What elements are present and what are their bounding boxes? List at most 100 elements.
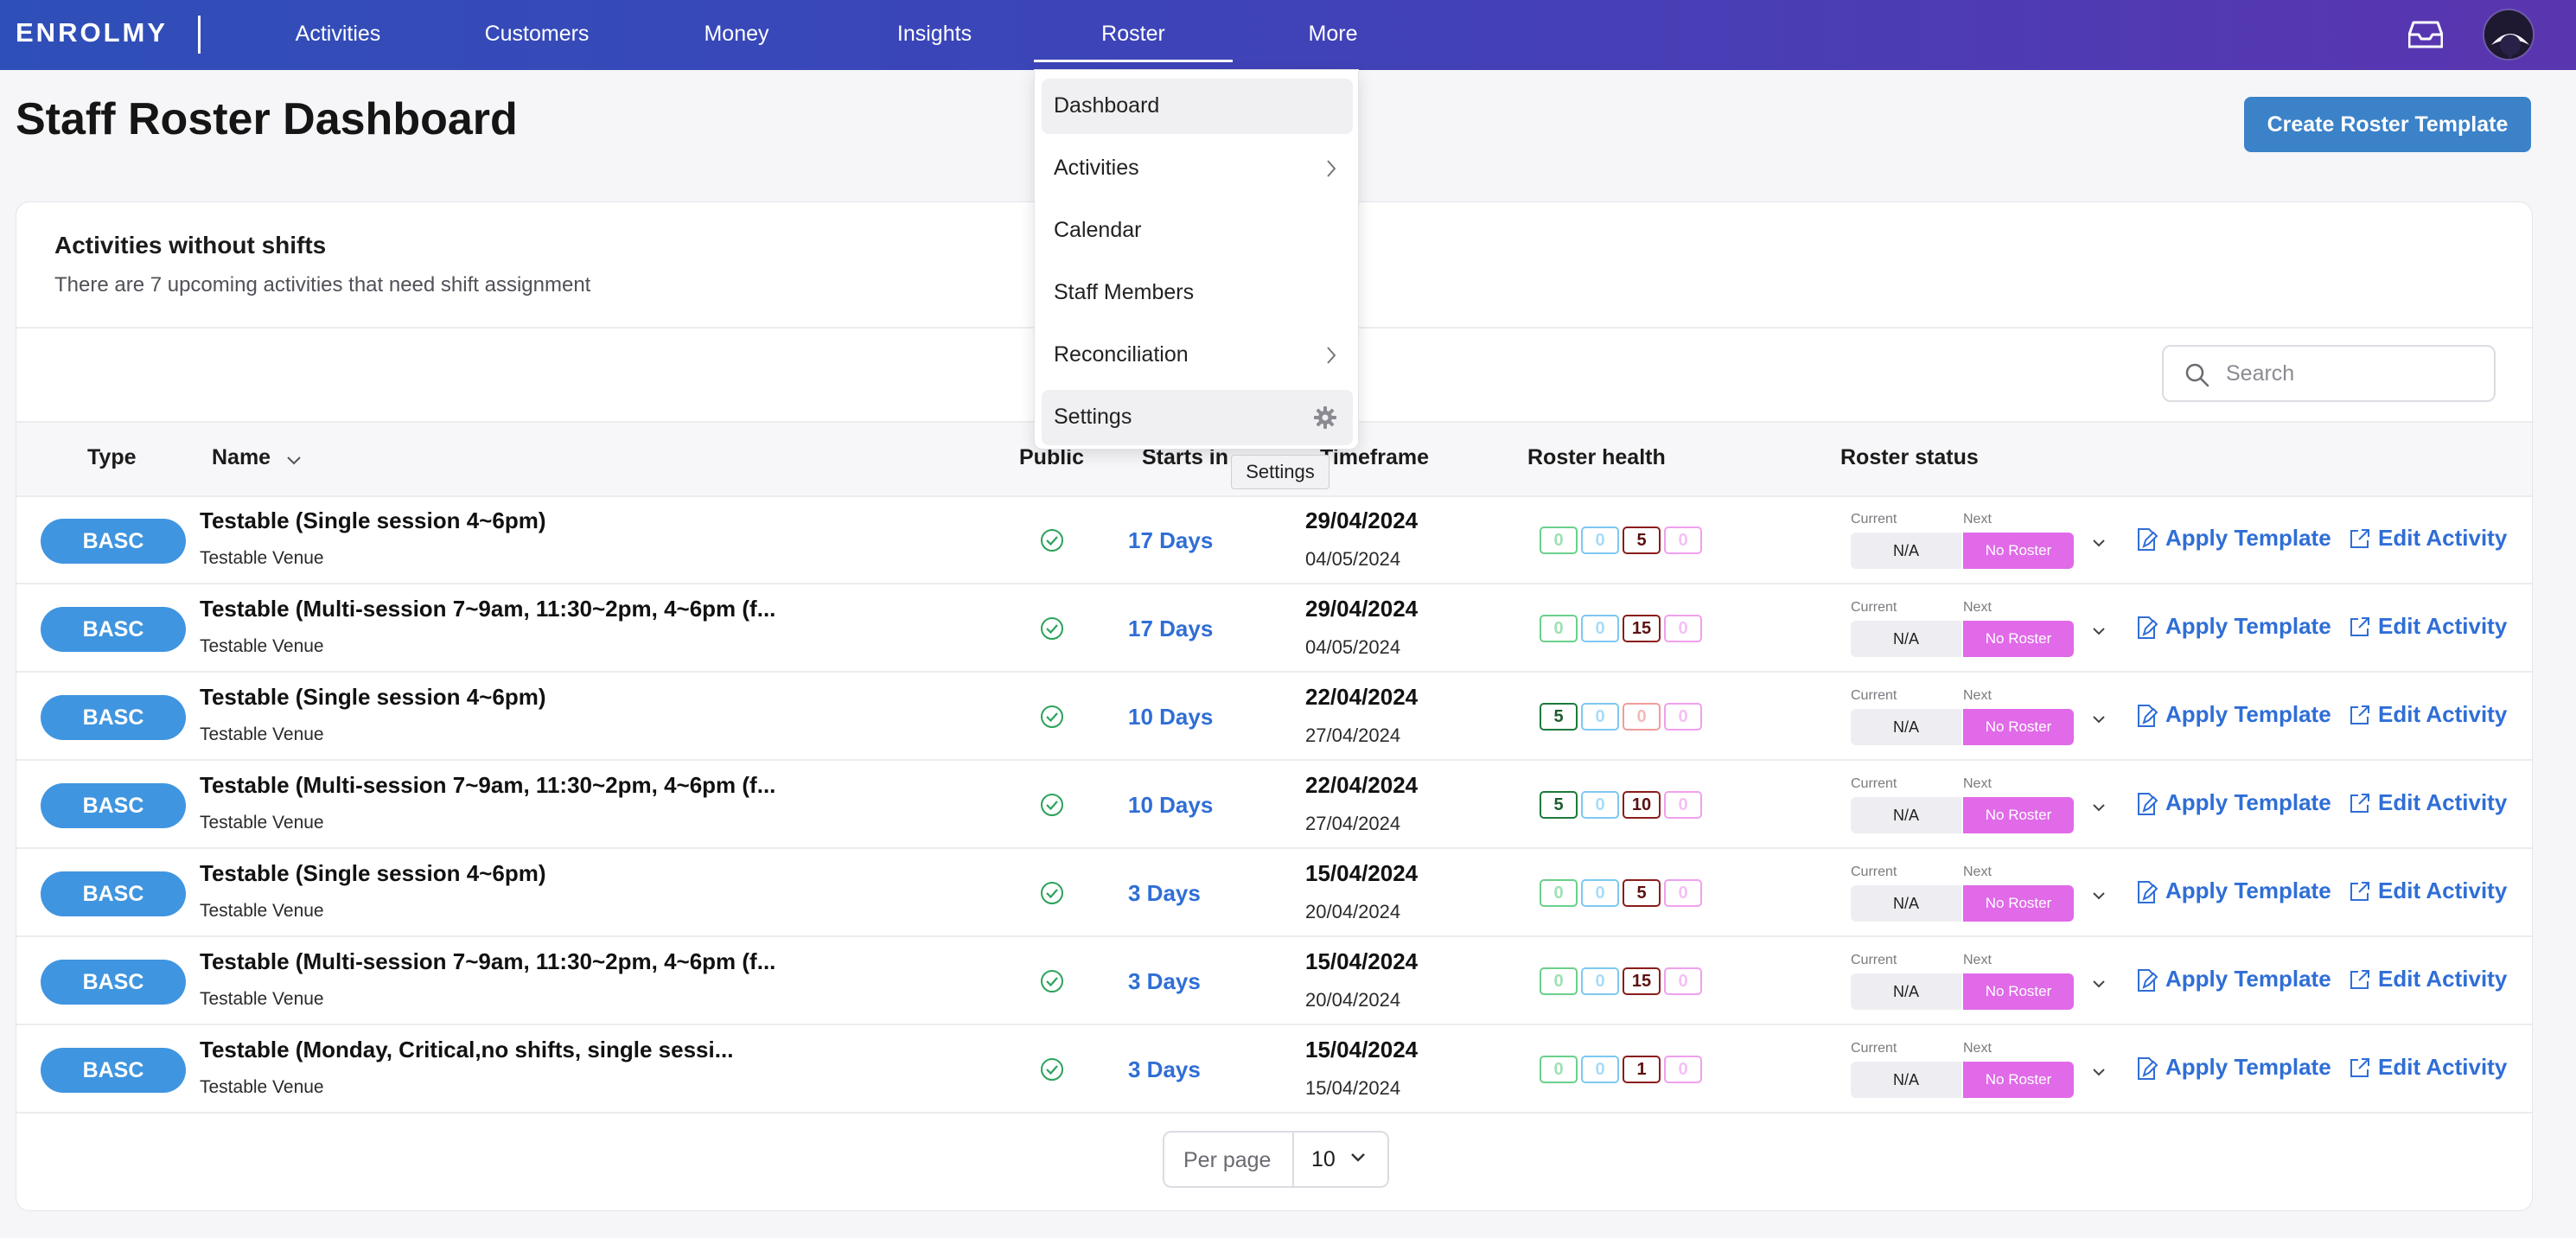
- edit-activity-link[interactable]: Edit Activity: [2378, 701, 2508, 727]
- menu-item-calendar[interactable]: Calendar: [1042, 203, 1353, 258]
- timeframe-start: 15/04/2024: [1305, 948, 1419, 974]
- roster-health-count: 0: [1581, 1056, 1619, 1083]
- nav-insights[interactable]: Insights: [896, 22, 972, 46]
- external-link-icon: [2350, 1058, 2369, 1077]
- activity-name[interactable]: Testable (Multi-session 7~9am, 11:30~2pm…: [200, 948, 776, 974]
- per-page-select[interactable]: Per page 10: [1163, 1131, 1389, 1188]
- chevron-down-icon[interactable]: [2091, 714, 2107, 724]
- table-row: BASC Testable (Monday, Critical,no shifts…: [16, 1025, 2532, 1114]
- starts-in: 3 Days: [1128, 1056, 1201, 1082]
- settings-tooltip: Settings: [1231, 455, 1329, 489]
- table-row: BASC Testable (Multi-session 7~9am, 11:30…: [16, 937, 2532, 1025]
- nav-activities[interactable]: Activities: [295, 22, 381, 46]
- current-roster-status: N/A: [1851, 885, 1961, 922]
- edit-activity-link[interactable]: Edit Activity: [2378, 877, 2508, 903]
- apply-template-link[interactable]: Apply Template: [2165, 966, 2331, 992]
- menu-item-settings[interactable]: Settings: [1042, 390, 1353, 445]
- public-check-icon: [1041, 882, 1063, 904]
- edit-activity-link[interactable]: Edit Activity: [2378, 789, 2508, 815]
- nav-roster[interactable]: Roster: [1034, 0, 1233, 62]
- timeframe-start: 15/04/2024: [1305, 1037, 1419, 1063]
- chevron-down-icon[interactable]: [2091, 890, 2107, 901]
- user-avatar[interactable]: [2483, 9, 2535, 61]
- roster-health-count: 0: [1540, 615, 1578, 642]
- roster-health-count: 15: [1623, 615, 1661, 642]
- edit-activity-link[interactable]: Edit Activity: [2378, 966, 2508, 992]
- inbox-icon[interactable]: [2408, 21, 2443, 48]
- card-subtitle: There are 7 upcoming activities that nee…: [54, 273, 591, 297]
- roster-health-count: 5: [1540, 703, 1578, 731]
- starts-in: 17 Days: [1128, 527, 1214, 553]
- search-input[interactable]: Search: [2162, 345, 2496, 402]
- page-title: Staff Roster Dashboard: [16, 94, 518, 144]
- current-roster-status: N/A: [1851, 973, 1961, 1010]
- chevron-right-icon: [1327, 347, 1336, 364]
- edit-activity-link[interactable]: Edit Activity: [2378, 613, 2508, 639]
- chevron-down-icon[interactable]: [2091, 802, 2107, 813]
- search-icon: [2185, 363, 2209, 387]
- nav-customers[interactable]: Customers: [484, 22, 590, 46]
- activity-name[interactable]: Testable (Multi-session 7~9am, 11:30~2pm…: [200, 596, 776, 622]
- timeframe-end: 04/05/2024: [1305, 548, 1401, 570]
- table-row: BASC Testable (Single session 4~6pm) Testa…: [16, 496, 2532, 584]
- roster-health-count: 0: [1540, 967, 1578, 995]
- roster-health-count: 0: [1581, 526, 1619, 554]
- chevron-down-icon[interactable]: [2091, 626, 2107, 636]
- apply-template-link[interactable]: Apply Template: [2165, 613, 2331, 639]
- timeframe-start: 22/04/2024: [1305, 684, 1419, 710]
- table-row: BASC Testable (Multi-session 7~9am, 11:30…: [16, 761, 2532, 849]
- apply-template-link[interactable]: Apply Template: [2165, 701, 2331, 727]
- roster-health-count: 0: [1581, 615, 1619, 642]
- enrolmy-logo[interactable]: ENROLMY: [16, 17, 168, 48]
- edit-activity-link[interactable]: Edit Activity: [2378, 1054, 2508, 1080]
- apply-template-link[interactable]: Apply Template: [2165, 877, 2331, 903]
- activity-venue: Testable Venue: [200, 901, 324, 921]
- apply-template-link[interactable]: Apply Template: [2165, 789, 2331, 815]
- next-roster-status: No Roster: [1963, 1062, 2074, 1098]
- activity-name[interactable]: Testable (Single session 4~6pm): [200, 860, 546, 886]
- activity-type-badge: BASC: [41, 695, 186, 740]
- table-row: BASC Testable (Multi-session 7~9am, 11:30…: [16, 584, 2532, 673]
- logo-divider: [198, 16, 201, 54]
- chevron-down-icon[interactable]: [2091, 538, 2107, 548]
- next-label: Next: [1963, 688, 1992, 703]
- activity-type-badge: BASC: [41, 1048, 186, 1093]
- nav-more[interactable]: More: [1308, 22, 1358, 46]
- timeframe-end: 27/04/2024: [1305, 724, 1401, 746]
- per-page-label: Per page: [1183, 1148, 1272, 1172]
- timeframe-end: 04/05/2024: [1305, 636, 1401, 658]
- chevron-down-icon[interactable]: [2091, 979, 2107, 989]
- current-label: Current: [1851, 688, 1897, 703]
- menu-item-dashboard[interactable]: Dashboard: [1042, 79, 1353, 134]
- timeframe-end: 27/04/2024: [1305, 813, 1401, 834]
- chevron-down-icon[interactable]: [2091, 1067, 2107, 1077]
- current-label: Current: [1851, 953, 1897, 967]
- header-name[interactable]: Name: [212, 445, 271, 469]
- per-page-divider: [1292, 1133, 1294, 1186]
- avatar-image: [2484, 10, 2533, 59]
- roster-health-count: 10: [1623, 791, 1661, 819]
- roster-health-count: 5: [1623, 879, 1661, 907]
- roster-health-count: 0: [1664, 879, 1702, 907]
- activity-name[interactable]: Testable (Monday, Critical,no shifts, si…: [200, 1037, 734, 1063]
- table-row: BASC Testable (Single session 4~6pm) Testa…: [16, 673, 2532, 761]
- create-roster-template-button[interactable]: Create Roster Template: [2244, 97, 2531, 152]
- sort-chevron-icon[interactable]: [286, 456, 302, 466]
- current-label: Current: [1851, 600, 1897, 615]
- apply-template-link[interactable]: Apply Template: [2165, 525, 2331, 551]
- roster-health-count: 5: [1540, 791, 1578, 819]
- edit-activity-link[interactable]: Edit Activity: [2378, 525, 2508, 551]
- roster-dropdown-menu: Dashboard Activities Calendar Staff Memb…: [1034, 69, 1359, 450]
- activity-name[interactable]: Testable (Multi-session 7~9am, 11:30~2pm…: [200, 772, 776, 798]
- activity-name[interactable]: Testable (Single session 4~6pm): [200, 507, 546, 533]
- apply-template-link[interactable]: Apply Template: [2165, 1054, 2331, 1080]
- card-title: Activities without shifts: [54, 232, 327, 258]
- external-link-icon: [2350, 794, 2369, 813]
- menu-item-reconciliation[interactable]: Reconciliation: [1042, 328, 1353, 383]
- current-label: Current: [1851, 512, 1897, 526]
- nav-money[interactable]: Money: [704, 22, 769, 46]
- menu-item-activities[interactable]: Activities: [1042, 141, 1353, 196]
- activity-name[interactable]: Testable (Single session 4~6pm): [200, 684, 546, 710]
- menu-item-staff-members[interactable]: Staff Members: [1042, 265, 1353, 321]
- activity-venue: Testable Venue: [200, 636, 324, 656]
